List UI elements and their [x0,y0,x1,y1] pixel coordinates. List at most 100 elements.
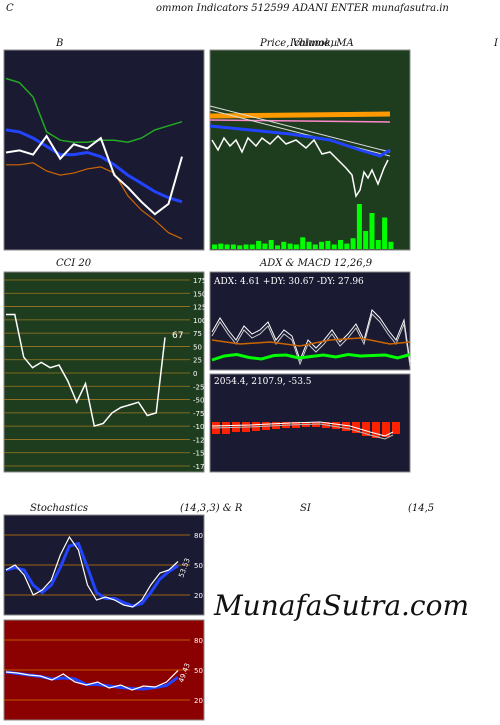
volume-bar [375,240,381,249]
volume-bar [331,244,337,249]
bollinger-upper [5,77,183,143]
cci-tick-label: -150 [193,450,209,458]
price-ma-blue [209,124,391,158]
price-panel [209,49,411,251]
cci-tick-label: -25 [193,383,204,391]
price-title: Price, Volume, MA [260,38,354,49]
cci-tick-label: 125 [193,304,206,312]
price-overlays [209,105,391,198]
macd-text: 2054.4, 2107.9, -53.5 [214,377,312,387]
cci-tick-labels: 175 150 125 100 75 50 25 0 -25 -50 -75 -100 -125 -150… [193,277,209,471]
volume-bar [256,240,262,249]
rsi-tick-label: 50 [194,667,203,675]
bollinger-price [5,134,183,216]
adx-orange [211,337,411,347]
rsi-grid: 80 50 20 [4,637,203,705]
stochastics-d-line [5,541,179,608]
cci-tick-label: -100 [193,423,209,431]
volume-bar [382,217,388,249]
macd-bar [372,422,380,438]
cci-tick-label: 100 [193,317,206,325]
watermark: MunafaSutra.com [213,589,469,622]
cci-tick-label: -50 [193,397,204,405]
bollinger-title: B [56,38,64,49]
volume-bar [388,241,394,249]
volume-bar [338,240,343,249]
cci-title: CCI 20 [56,258,92,269]
cci-tick-label: -75 [193,410,204,418]
stochastics-title: Stochastics [30,503,88,514]
price-line-white [211,134,389,198]
adx-macd-title: ADX & MACD 12,26,9 [260,258,373,269]
bollinger-lower [6,162,183,240]
macd-line-1 [211,421,394,437]
volume-bar [312,244,318,249]
volume-bar [344,243,350,249]
stochastics-tick-label: 20 [194,592,203,600]
volume-bar [281,241,287,249]
volume-bar [319,241,325,249]
volume-bar [300,237,306,249]
cci-tick-label: 0 [193,370,197,378]
rsi-line-white [5,670,179,691]
volume-bar [237,245,243,249]
volume-bars [212,204,394,249]
volume-bar [350,238,356,249]
cci-grid [4,279,190,467]
bollinger-middle [5,128,183,204]
volume-bar [369,213,375,249]
stochastics-grid: 80 50 20 [4,532,203,600]
macd-line-2 [211,423,394,440]
volume-bar [293,244,299,249]
cci-tick-label: 25 [193,357,202,365]
header-left-char: C [6,3,14,14]
volume-bar [218,243,224,249]
adx-di-white-2 [211,313,411,367]
cci-tick-label: 50 [193,343,202,351]
macd-bar [382,422,390,437]
cci-line [6,313,166,428]
volume-bar [356,204,362,249]
cci-tick-label: 75 [193,330,202,338]
volume-bar [230,244,236,249]
volume-bar [262,243,268,249]
bollinger-panel [3,49,205,251]
cci-tick-label: 175 [193,277,206,285]
bollinger-lines [5,77,183,240]
stochastics-k-line [5,535,179,608]
ichimoku-title: Ichimoku [290,38,338,49]
ichimoku-line-pink [209,119,391,123]
volume-bar [224,244,230,249]
ichimoku-band-orange [209,111,391,119]
macd-bar [332,422,340,429]
volume-bar [363,231,369,249]
stochastics-params: (14,3,3) & R [180,503,243,514]
adx-line [211,352,411,362]
stochastics-tick-label: 50 [194,562,203,570]
rsi-tick-label: 20 [194,697,203,705]
volume-bar [268,240,274,249]
stochastics-tick-label: 80 [194,532,203,540]
volume-bar [243,244,249,249]
volume-bar [325,240,331,249]
volume-bar [275,245,280,249]
ichimoku-line-white-2 [209,109,391,157]
ichimoku-line-white-1 [209,105,391,153]
macd-bar [392,422,400,434]
cci-tick-label: -175 [193,463,209,471]
rsi-title: SI [300,503,311,514]
adx-text: ADX: 4.61 +DY: 30.67 -DY: 27.96 [213,277,364,287]
cci-tick-label: 150 [193,290,206,298]
cci-panel [3,271,205,473]
adx-panel [209,271,411,371]
macd-bar [362,422,370,436]
header-title: ommon Indicators 512599 ADANI ENTER muna… [156,3,449,14]
cci-last-label: 67 [172,331,183,341]
rsi-params: (14,5 [408,503,435,514]
volume-bar [212,244,217,249]
rsi-tick-label: 80 [194,637,203,645]
cci-tick-label: -125 [193,436,209,444]
price-right-char: I [494,38,498,49]
volume-bar [287,243,293,249]
